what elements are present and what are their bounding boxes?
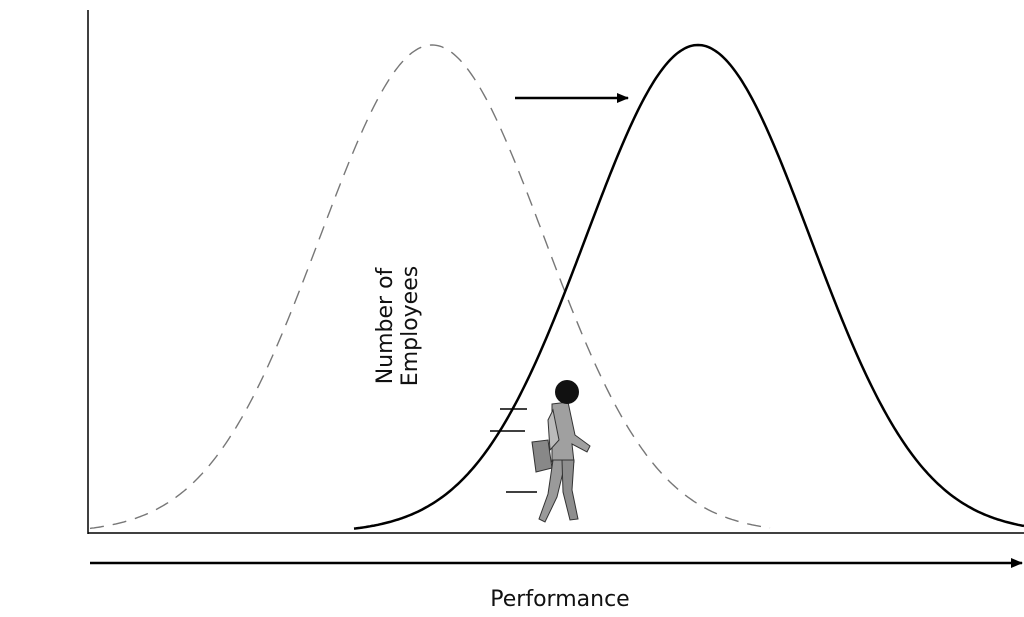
x-axis-label: Performance	[490, 587, 629, 612]
after-curve	[353, 43, 1024, 530]
y-axis-label: Number of	[373, 266, 398, 384]
y-axis-label: Employees	[398, 266, 423, 386]
walking-man-icon	[490, 380, 591, 523]
before-curve	[89, 44, 771, 530]
